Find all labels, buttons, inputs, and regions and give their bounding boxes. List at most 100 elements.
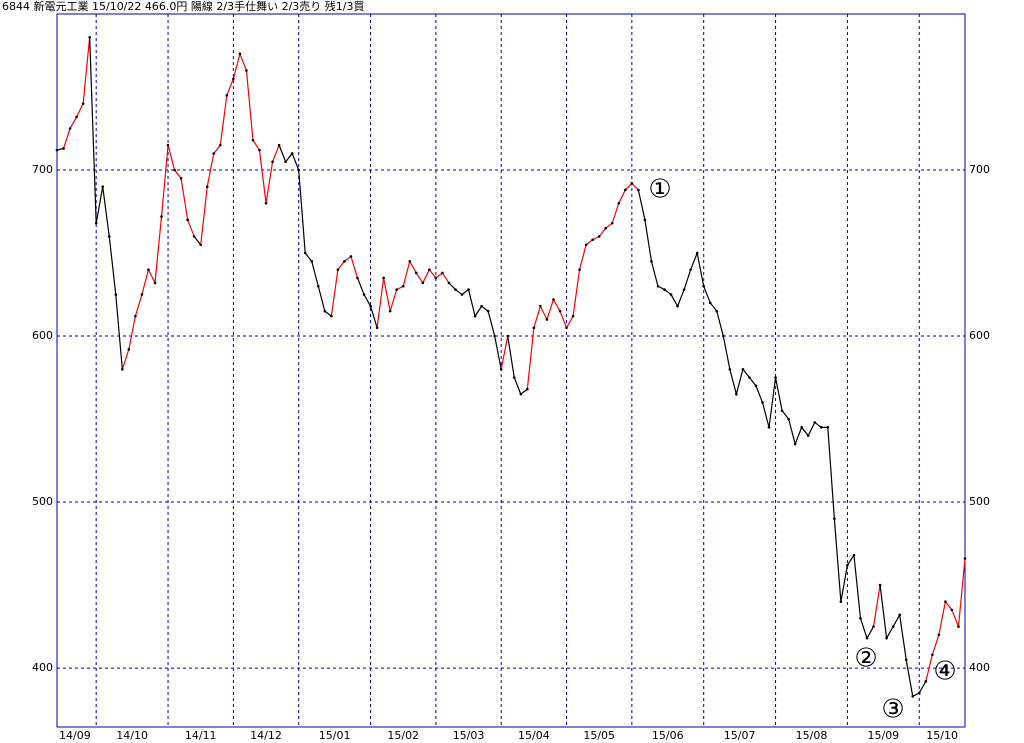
price-dot bbox=[147, 268, 150, 271]
x-tick-label: 15/05 bbox=[583, 729, 615, 742]
price-line bbox=[500, 335, 509, 370]
price-dot bbox=[957, 625, 960, 628]
price-line bbox=[872, 584, 881, 627]
annotation: ② bbox=[854, 644, 877, 674]
price-dot bbox=[62, 147, 65, 150]
price-dot bbox=[88, 35, 91, 39]
price-dot bbox=[735, 392, 738, 396]
price-dot bbox=[219, 143, 222, 147]
price-dot bbox=[140, 293, 144, 296]
price-dot bbox=[767, 426, 771, 429]
price-line bbox=[200, 51, 280, 245]
price-dot bbox=[225, 94, 229, 97]
price-dot bbox=[617, 201, 621, 205]
price-dot bbox=[486, 309, 490, 313]
price-dot bbox=[728, 367, 732, 371]
price-dot bbox=[310, 260, 314, 263]
price-dot bbox=[552, 298, 555, 301]
price-dot bbox=[336, 268, 340, 271]
price-dot bbox=[127, 348, 131, 351]
price-dot bbox=[526, 387, 529, 391]
price-dot bbox=[950, 608, 954, 612]
price-dot bbox=[245, 69, 248, 72]
price-line bbox=[121, 144, 195, 370]
price-dot bbox=[506, 334, 510, 338]
price-dot bbox=[232, 77, 235, 81]
price-line bbox=[376, 259, 450, 328]
price-dot bbox=[663, 288, 666, 291]
price-line bbox=[330, 255, 359, 317]
y2-tick-label: 400 bbox=[969, 661, 990, 674]
x-tick-label: 14/10 bbox=[116, 729, 148, 742]
price-dot bbox=[121, 367, 124, 371]
price-dot bbox=[493, 334, 496, 338]
annotation: ① bbox=[648, 175, 671, 205]
x-tick-label: 15/03 bbox=[453, 729, 485, 742]
price-dot bbox=[722, 334, 725, 338]
price-dot bbox=[356, 276, 359, 280]
x-tick-label: 15/04 bbox=[518, 729, 550, 742]
price-line bbox=[193, 236, 202, 246]
price-dot bbox=[192, 235, 196, 238]
price-dot bbox=[780, 409, 784, 413]
price-dot bbox=[460, 293, 464, 296]
price-dot bbox=[94, 221, 98, 225]
price-dot bbox=[271, 160, 274, 164]
price-dot bbox=[826, 426, 830, 429]
price-dot bbox=[323, 309, 327, 313]
price-dot bbox=[604, 226, 608, 230]
price-dot bbox=[447, 281, 451, 285]
price-dot bbox=[388, 309, 392, 313]
price-dot bbox=[898, 613, 901, 617]
price-dot bbox=[297, 168, 300, 172]
price-dot bbox=[264, 201, 268, 205]
price-dot bbox=[793, 442, 797, 446]
price-dot bbox=[258, 148, 261, 152]
price-dot bbox=[761, 401, 764, 404]
x-tick-label: 15/06 bbox=[652, 729, 684, 742]
price-dot bbox=[937, 633, 941, 637]
price-dot bbox=[624, 188, 627, 192]
price-dot bbox=[277, 143, 281, 147]
price-dot bbox=[173, 168, 176, 172]
price-dot bbox=[545, 318, 549, 321]
price-dot bbox=[931, 653, 934, 657]
price-dot bbox=[134, 314, 137, 318]
price-dot bbox=[630, 182, 634, 185]
price-dot bbox=[865, 636, 869, 640]
annotation: ③ bbox=[881, 695, 904, 725]
price-dot bbox=[316, 284, 320, 288]
x-tick-label: 15/01 bbox=[319, 729, 351, 742]
price-dot bbox=[55, 148, 59, 152]
price-dot bbox=[284, 160, 287, 164]
price-dot bbox=[741, 367, 745, 371]
price-dot bbox=[643, 218, 647, 222]
price-dot bbox=[774, 376, 777, 379]
price-dot bbox=[166, 143, 170, 147]
y2-tick-label: 600 bbox=[969, 329, 990, 342]
price-dot bbox=[637, 188, 640, 192]
price-line bbox=[448, 282, 502, 370]
price-dot bbox=[480, 304, 483, 308]
price-dot bbox=[878, 583, 882, 587]
price-dot bbox=[682, 288, 686, 291]
price-dot bbox=[565, 326, 568, 330]
price-dot bbox=[846, 563, 849, 567]
price-dot bbox=[597, 235, 601, 238]
price-dot bbox=[68, 127, 72, 130]
price-dot bbox=[872, 625, 875, 628]
price-dot bbox=[421, 281, 425, 285]
price-dot bbox=[414, 271, 418, 275]
price-dot bbox=[839, 600, 843, 603]
plot-frame bbox=[56, 13, 966, 728]
price-dot bbox=[238, 52, 242, 56]
price-dot bbox=[160, 215, 163, 218]
price-dot bbox=[362, 293, 366, 296]
price-dot bbox=[695, 251, 699, 255]
price-dot bbox=[754, 384, 758, 388]
price-dot bbox=[454, 288, 457, 291]
price-line bbox=[526, 182, 639, 390]
x-tick-label: 15/10 bbox=[926, 729, 958, 742]
price-dot bbox=[81, 102, 85, 105]
price-dot bbox=[519, 392, 523, 396]
